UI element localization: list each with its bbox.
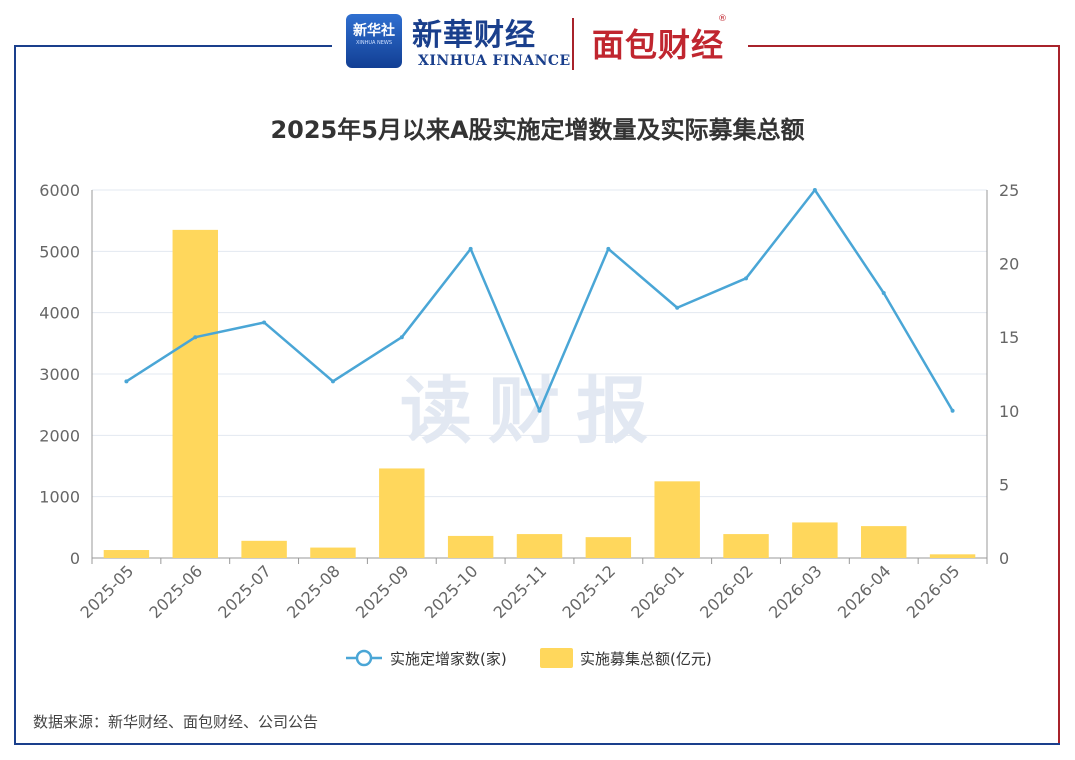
bar [103,550,150,558]
x-tick-label: 2025-06 [145,561,206,622]
frame-right [1058,45,1060,745]
right-tick-label: 5 [999,475,1009,494]
frame-top-right [748,45,1060,47]
bar [447,535,494,558]
bar [861,526,907,558]
right-tick-label: 20 [999,255,1019,274]
bar [310,547,356,558]
x-tick-label: 2025-12 [558,561,619,622]
bar [929,554,976,558]
bar [241,540,287,558]
bar [792,522,838,558]
frame-top-left [14,45,332,47]
left-tick-label: 1000 [39,488,80,507]
frame-left [14,45,16,745]
partner-reg: ® [718,14,727,24]
x-tick-label: 2025-09 [352,561,413,622]
brand-name: 新華财经 [412,18,536,53]
x-tick-label: 2026-03 [765,561,826,622]
watermark: 读财报 [400,369,665,453]
x-tick-label: 2025-10 [421,561,482,622]
logo-box-text: 新华社 [353,23,395,39]
right-tick-label: 10 [999,402,1019,421]
brand-name-en: XINHUA FINANCE [418,53,571,69]
legend-line-label: 实施定增家数(家) [390,650,507,668]
right-tick-label: 15 [999,328,1019,347]
left-tick-label: 0 [70,549,80,568]
left-tick-label: 2000 [39,426,80,445]
x-tick-label: 2025-08 [283,561,344,622]
legend-bar-swatch [540,648,573,668]
x-tick-label: 2026-05 [903,561,964,622]
legend-line-marker [355,649,373,667]
left-tick-label: 3000 [39,365,80,384]
line-point [330,379,335,384]
bar [654,481,700,558]
line-point [399,335,404,340]
x-tick-label: 2025-07 [214,561,275,622]
brand-divider [572,18,574,70]
x-tick-label: 2025-11 [490,561,551,622]
frame-bottom [14,743,1060,745]
line-series [125,188,954,413]
left-tick-label: 4000 [39,304,80,323]
x-tick-label: 2026-04 [834,561,895,622]
bar [585,537,632,558]
left-tick-label: 6000 [39,181,80,200]
line-point [950,408,955,413]
logo-box-sub: XINHUA NEWS [355,40,393,46]
x-tick-label: 2025-05 [77,561,138,622]
bar [516,534,563,558]
line-point [124,379,129,384]
chart-title: 2025年5月以来A股实施定增数量及实际募集总额 [270,116,805,144]
line-point [812,188,817,192]
legend-bar-label: 实施募集总额(亿元) [580,650,712,668]
source-note: 数据来源：新华财经、面包财经、公司公告 [33,713,319,731]
line-point [262,320,267,325]
bar [379,468,425,558]
line-point [744,276,749,281]
x-tick-label: 2026-01 [627,561,688,622]
xinhua-logo-icon: 新华社 XINHUA NEWS [346,14,402,68]
line-point [881,291,886,296]
line-point [468,246,473,251]
bar [723,534,769,558]
right-tick-label: 0 [999,549,1009,568]
x-tick-label: 2026-02 [696,561,757,622]
bar [172,229,218,558]
line-point [675,305,680,310]
partner-name: 面包财经 [592,26,725,64]
right-tick-label: 25 [999,181,1019,200]
left-tick-label: 5000 [39,242,80,261]
line-point [537,408,542,413]
line-point [606,246,611,251]
line-point [193,335,198,340]
